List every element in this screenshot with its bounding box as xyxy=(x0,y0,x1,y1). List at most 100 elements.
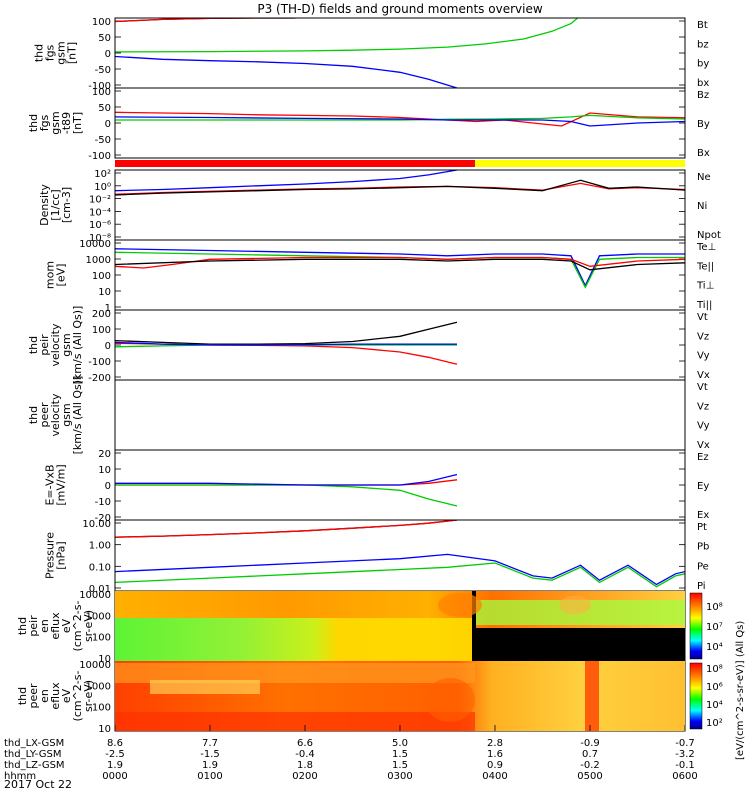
x-tick-label: -0.7 xyxy=(675,738,695,749)
y-axis-label-line: (cm^2-s- xyxy=(71,671,84,722)
panel-fgs-gsm-t89: 100 50 0 -50 -100 thdfgsgsm-t89[nT] Bz By Bx xyxy=(27,87,710,162)
y-axis-label-line: eflux xyxy=(49,612,62,640)
y-axis-label-line: (cm^2-s- xyxy=(71,601,84,652)
y-tick-label: 0 xyxy=(105,481,111,492)
y-tick-label: 10⁻² xyxy=(89,195,111,206)
y-axis-label: thdfgsgsm[nT] xyxy=(33,41,79,64)
y-axis-label-line: fgs xyxy=(44,44,57,61)
legend-entry: Vz xyxy=(697,401,709,412)
y-tick-label: 100 xyxy=(92,703,111,714)
x-tick-label: 0500 xyxy=(577,771,602,782)
panel-peer-velocity: thdpeervelocitygsm[km/s (All Qs)] Vt Vz Vy V… xyxy=(27,376,710,455)
y-tick-label: -50 xyxy=(95,65,111,76)
legend-entry: Vy xyxy=(697,351,710,362)
y-axis-label-line: thd xyxy=(27,336,40,354)
y-axis-label-line: [km/s (All Qs)] xyxy=(71,376,84,455)
y-tick-label: -20 xyxy=(95,513,111,524)
y-tick-label: -10 xyxy=(95,497,111,508)
legend-entry: by xyxy=(697,59,709,70)
y-axis-label-line: peir xyxy=(27,615,40,637)
series-by xyxy=(115,18,579,53)
heatmap-peer-green-patch xyxy=(150,680,260,694)
series-bx xyxy=(115,55,458,88)
y-tick-label: 10 xyxy=(98,724,111,735)
y-tick-label: 10⁻⁴ xyxy=(89,207,111,218)
y-axis-label-line: -t89 xyxy=(60,112,73,134)
legend-entry: Vt xyxy=(697,312,708,323)
x-tick-label: -0.9 xyxy=(580,738,600,749)
series-Pt xyxy=(115,520,458,538)
y-tick-label: 1.00 xyxy=(89,541,111,552)
colorbar: 10⁸ 10⁷ 10⁴ 10⁸ 10⁶ 10⁴ 10² [eV/(cm^2-s-… xyxy=(689,592,746,760)
legend-entry: Ti|| xyxy=(696,300,712,311)
y-axis-label-line: [eV] xyxy=(55,264,68,287)
x-tick-label: 0000 xyxy=(102,771,127,782)
x-tick-label: 0.9 xyxy=(487,760,503,771)
y-tick-label: 10000 xyxy=(79,239,111,250)
legend-entry: Ti⊥ xyxy=(696,281,714,292)
x-tick-label: 0300 xyxy=(387,771,412,782)
series-Te|| xyxy=(115,258,685,271)
y-axis-label-line: [nT] xyxy=(71,112,84,134)
y-tick-label: 100 xyxy=(92,17,111,28)
x-tick-label: -0.2 xyxy=(580,760,600,771)
x-tick-label: 5.0 xyxy=(392,738,408,749)
legend-entry: Pb xyxy=(697,542,709,553)
legend-entry: bx xyxy=(697,78,709,89)
y-axis-label-line: sr-eV) xyxy=(82,610,95,642)
legend-entry: Pt xyxy=(697,522,707,533)
series-Pi xyxy=(115,553,685,586)
heatmap-peir-low-energy xyxy=(115,618,475,661)
legend-entry: Ne xyxy=(697,172,711,183)
legend-entry: bz xyxy=(697,39,709,50)
legend-entry: Bx xyxy=(697,148,710,159)
panel-pressure: 10.00 1.00 0.10 0.01 Pressure[nPa] Pt Pb Pe Pi xyxy=(44,519,710,595)
heatmap-peir-hotspot-2 xyxy=(559,596,591,614)
y-axis-label: Density[1/cc][cm-3] xyxy=(38,184,73,226)
heatmap-peer-column xyxy=(585,661,599,731)
y-tick-label: 200 xyxy=(92,309,111,320)
series-Pb xyxy=(115,520,458,538)
y-axis-label-line: velocity xyxy=(49,393,62,436)
series-Npot xyxy=(115,170,458,192)
y-axis-label: thdpeervelocitygsm[km/s (All Qs)] xyxy=(27,376,84,455)
heatmap-peir-hotspot xyxy=(438,593,482,617)
y-tick-label: 10⁰ xyxy=(94,182,111,193)
x-tick-label: 0.7 xyxy=(582,749,598,760)
x-tick-label: 7.7 xyxy=(202,738,218,749)
series-bz xyxy=(115,18,296,23)
x-tick-label: 1.5 xyxy=(392,749,408,760)
legend-entry: By xyxy=(697,119,710,130)
y-axis-label-line: [nPa] xyxy=(55,541,68,569)
y-tick-label: 0 xyxy=(105,49,111,60)
x-tick-label: -0.1 xyxy=(675,760,695,771)
y-tick-label: -100 xyxy=(88,81,111,92)
x-tick-label: 0100 xyxy=(197,771,222,782)
series-Vt xyxy=(115,321,458,345)
legend-entry: Ni xyxy=(697,201,707,212)
heatmap-peer-high-band xyxy=(115,663,475,683)
y-axis-label-line: en xyxy=(38,619,51,633)
y-axis-label: thdpeirenefluxeV(cm^2-s-sr-eV) xyxy=(16,601,95,652)
y-axis-label: Pressure[nPa] xyxy=(44,532,68,579)
y-tick-label: -50 xyxy=(95,135,111,146)
y-tick-label: 10⁻⁶ xyxy=(89,220,111,231)
legend-entry: Te⊥ xyxy=(696,242,716,253)
y-axis-label: mom[eV] xyxy=(44,261,68,289)
legend-entry: Npot xyxy=(697,230,721,241)
y-tick-label: 0.01 xyxy=(89,584,111,595)
y-tick-label: 100 xyxy=(92,633,111,644)
y-tick-label: 1000 xyxy=(86,611,111,622)
series-Bx xyxy=(115,116,685,127)
y-axis-label-line: thd xyxy=(16,617,29,635)
y-axis-label-line: Pressure xyxy=(44,532,57,579)
x-axis-row-label: thd_LY-GSM xyxy=(4,749,61,760)
y-tick-label: -200 xyxy=(88,373,111,384)
y-axis-label-line: gsm xyxy=(60,403,73,426)
y-tick-label: 10000 xyxy=(79,660,111,671)
y-axis-label-line: mom xyxy=(44,261,57,289)
x-tick-label: 1.9 xyxy=(202,760,218,771)
panel-frame xyxy=(114,379,686,451)
x-tick-label: 1.5 xyxy=(392,760,408,771)
heatmap-peir-transition xyxy=(472,591,476,661)
